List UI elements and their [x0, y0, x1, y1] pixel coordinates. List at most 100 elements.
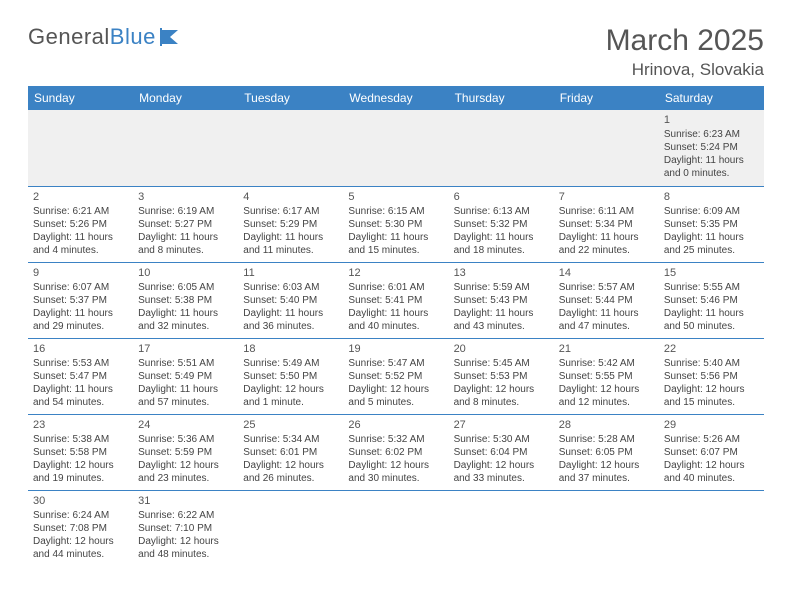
day-number: 9 [33, 266, 128, 280]
logo-text-1: General [28, 24, 110, 50]
daylight-text: Daylight: 12 hours [454, 383, 549, 396]
sunset-text: Sunset: 6:07 PM [664, 446, 759, 459]
daylight-text: Daylight: 11 hours [664, 231, 759, 244]
daylight-text: and 26 minutes. [243, 472, 338, 485]
daylight-text: Daylight: 12 hours [33, 459, 128, 472]
day-number: 5 [348, 190, 443, 204]
calendar-day-cell: 14Sunrise: 5:57 AMSunset: 5:44 PMDayligh… [554, 262, 659, 338]
sunrise-text: Sunrise: 6:24 AM [33, 509, 128, 522]
sunset-text: Sunset: 5:58 PM [33, 446, 128, 459]
sunset-text: Sunset: 5:49 PM [138, 370, 233, 383]
day-number: 21 [559, 342, 654, 356]
sunrise-text: Sunrise: 5:32 AM [348, 433, 443, 446]
daylight-text: Daylight: 11 hours [33, 231, 128, 244]
day-number: 18 [243, 342, 338, 356]
daylight-text: and 8 minutes. [138, 244, 233, 257]
calendar-day-cell: 15Sunrise: 5:55 AMSunset: 5:46 PMDayligh… [659, 262, 764, 338]
day-number: 23 [33, 418, 128, 432]
logo-flag-icon [160, 28, 188, 46]
title-block: March 2025 Hrinova, Slovakia [606, 24, 764, 80]
daylight-text: Daylight: 11 hours [559, 231, 654, 244]
sunset-text: Sunset: 5:37 PM [33, 294, 128, 307]
daylight-text: and 5 minutes. [348, 396, 443, 409]
daylight-text: Daylight: 12 hours [559, 383, 654, 396]
sunrise-text: Sunrise: 5:59 AM [454, 281, 549, 294]
calendar-empty-cell [238, 110, 343, 186]
sunset-text: Sunset: 6:02 PM [348, 446, 443, 459]
day-number: 30 [33, 494, 128, 508]
header: GeneralBlue March 2025 Hrinova, Slovakia [28, 24, 764, 80]
calendar-empty-cell [659, 490, 764, 566]
daylight-text: Daylight: 12 hours [243, 383, 338, 396]
daylight-text: and 43 minutes. [454, 320, 549, 333]
daylight-text: Daylight: 12 hours [33, 535, 128, 548]
daylight-text: Daylight: 11 hours [138, 383, 233, 396]
calendar-empty-cell [449, 490, 554, 566]
sunrise-text: Sunrise: 6:23 AM [664, 128, 759, 141]
calendar-empty-cell [554, 110, 659, 186]
weekday-header: Monday [133, 86, 238, 110]
sunrise-text: Sunrise: 6:05 AM [138, 281, 233, 294]
weekday-header: Friday [554, 86, 659, 110]
sunset-text: Sunset: 5:47 PM [33, 370, 128, 383]
sunset-text: Sunset: 5:50 PM [243, 370, 338, 383]
calendar-empty-cell [449, 110, 554, 186]
daylight-text: and 19 minutes. [33, 472, 128, 485]
sunset-text: Sunset: 5:24 PM [664, 141, 759, 154]
daylight-text: Daylight: 11 hours [243, 231, 338, 244]
sunrise-text: Sunrise: 6:01 AM [348, 281, 443, 294]
daylight-text: and 4 minutes. [33, 244, 128, 257]
day-number: 12 [348, 266, 443, 280]
daylight-text: and 33 minutes. [454, 472, 549, 485]
calendar-day-cell: 11Sunrise: 6:03 AMSunset: 5:40 PMDayligh… [238, 262, 343, 338]
sunrise-text: Sunrise: 5:36 AM [138, 433, 233, 446]
sunrise-text: Sunrise: 6:09 AM [664, 205, 759, 218]
calendar-day-cell: 7Sunrise: 6:11 AMSunset: 5:34 PMDaylight… [554, 186, 659, 262]
sunset-text: Sunset: 5:38 PM [138, 294, 233, 307]
sunset-text: Sunset: 5:44 PM [559, 294, 654, 307]
daylight-text: and 12 minutes. [559, 396, 654, 409]
day-number: 25 [243, 418, 338, 432]
sunrise-text: Sunrise: 5:30 AM [454, 433, 549, 446]
sunrise-text: Sunrise: 5:57 AM [559, 281, 654, 294]
weekday-header: Wednesday [343, 86, 448, 110]
month-title: March 2025 [606, 24, 764, 58]
daylight-text: Daylight: 11 hours [348, 231, 443, 244]
calendar-day-cell: 9Sunrise: 6:07 AMSunset: 5:37 PMDaylight… [28, 262, 133, 338]
sunrise-text: Sunrise: 5:26 AM [664, 433, 759, 446]
sunset-text: Sunset: 5:52 PM [348, 370, 443, 383]
daylight-text: Daylight: 12 hours [243, 459, 338, 472]
sunset-text: Sunset: 5:40 PM [243, 294, 338, 307]
daylight-text: Daylight: 11 hours [664, 307, 759, 320]
calendar-empty-cell [28, 110, 133, 186]
sunset-text: Sunset: 5:34 PM [559, 218, 654, 231]
daylight-text: and 40 minutes. [348, 320, 443, 333]
sunrise-text: Sunrise: 5:45 AM [454, 357, 549, 370]
sunrise-text: Sunrise: 5:40 AM [664, 357, 759, 370]
sunrise-text: Sunrise: 6:11 AM [559, 205, 654, 218]
day-number: 11 [243, 266, 338, 280]
daylight-text: and 11 minutes. [243, 244, 338, 257]
sunset-text: Sunset: 5:46 PM [664, 294, 759, 307]
day-number: 27 [454, 418, 549, 432]
day-number: 10 [138, 266, 233, 280]
daylight-text: and 18 minutes. [454, 244, 549, 257]
calendar-week: 9Sunrise: 6:07 AMSunset: 5:37 PMDaylight… [28, 262, 764, 338]
day-number: 29 [664, 418, 759, 432]
calendar-day-cell: 8Sunrise: 6:09 AMSunset: 5:35 PMDaylight… [659, 186, 764, 262]
sunrise-text: Sunrise: 5:51 AM [138, 357, 233, 370]
calendar-week: 30Sunrise: 6:24 AMSunset: 7:08 PMDayligh… [28, 490, 764, 566]
sunset-text: Sunset: 6:05 PM [559, 446, 654, 459]
calendar-day-cell: 19Sunrise: 5:47 AMSunset: 5:52 PMDayligh… [343, 338, 448, 414]
day-number: 24 [138, 418, 233, 432]
sunset-text: Sunset: 5:43 PM [454, 294, 549, 307]
calendar-day-cell: 26Sunrise: 5:32 AMSunset: 6:02 PMDayligh… [343, 414, 448, 490]
calendar-empty-cell [133, 110, 238, 186]
day-number: 3 [138, 190, 233, 204]
sunset-text: Sunset: 7:08 PM [33, 522, 128, 535]
sunset-text: Sunset: 5:26 PM [33, 218, 128, 231]
daylight-text: and 54 minutes. [33, 396, 128, 409]
weekday-header: Saturday [659, 86, 764, 110]
daylight-text: Daylight: 11 hours [454, 307, 549, 320]
sunset-text: Sunset: 5:55 PM [559, 370, 654, 383]
